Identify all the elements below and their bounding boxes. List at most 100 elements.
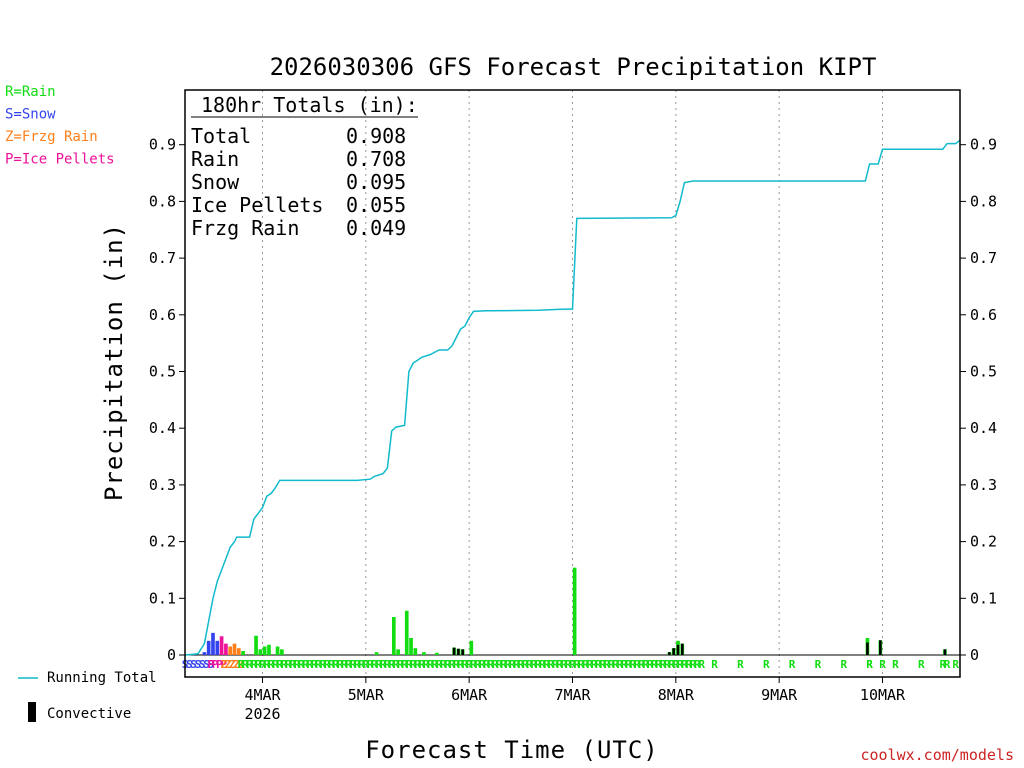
ptype-marker: R — [319, 658, 326, 671]
ptype-marker: R — [595, 658, 602, 671]
ptype-marker: R — [500, 658, 507, 671]
ptype-marker: R — [573, 658, 580, 671]
ptype-marker: R — [259, 658, 266, 671]
convective-bar — [461, 649, 464, 655]
ptype-marker: R — [449, 658, 456, 671]
totals-row-value: 0.049 — [346, 216, 406, 240]
totals-row-label: Frzg Rain — [191, 216, 299, 240]
x-tick-label: 8MAR — [658, 686, 695, 704]
ptype-marker: R — [453, 658, 460, 671]
ptype-marker: R — [492, 658, 499, 671]
ptype-marker: R — [569, 658, 576, 671]
ptype-marker: R — [509, 658, 516, 671]
ptype-marker: R — [268, 658, 275, 671]
ptype-marker: R — [363, 658, 370, 671]
y-tick-label-right: 0.4 — [970, 419, 997, 437]
totals-row-value: 0.708 — [346, 147, 406, 171]
precip-bar — [280, 649, 284, 655]
ptype-marker: R — [354, 658, 361, 671]
ptype-marker: R — [617, 658, 624, 671]
ptype-marker: R — [711, 658, 718, 671]
ptype-marker: R — [263, 658, 270, 671]
precip-bar — [202, 652, 207, 655]
ptype-marker: R — [285, 658, 292, 671]
ptype-marker: R — [530, 658, 537, 671]
y-tick-label-right: 0.7 — [970, 249, 997, 267]
ptype-marker: R — [642, 658, 649, 671]
ptype-marker: R — [638, 658, 645, 671]
ptype-marker: R — [384, 658, 391, 671]
ptype-marker: R — [565, 658, 572, 671]
ptype-marker: R — [668, 658, 675, 671]
ptype-marker: R — [651, 658, 658, 671]
totals-row-value: 0.908 — [346, 124, 406, 148]
ptype-marker: R — [621, 658, 628, 671]
ptype-marker: R — [578, 658, 585, 671]
y-tick-label-right: 0.5 — [970, 363, 997, 381]
precip-bar — [224, 643, 228, 655]
ptype-marker: R — [350, 658, 357, 671]
ptype-marker: R — [418, 658, 425, 671]
y-tick-label: 0.7 — [149, 249, 176, 267]
chart-title: 2026030306 GFS Forecast Precipitation KI… — [270, 53, 877, 81]
precip-bar — [215, 640, 220, 655]
ptype-marker: R — [397, 658, 404, 671]
ptype-marker: R — [561, 658, 568, 671]
precip-bar — [404, 610, 409, 655]
x-tick-label: 6MAR — [451, 686, 488, 704]
ptype-marker: R — [367, 658, 374, 671]
ptype-marker: R — [518, 658, 525, 671]
convective-bar — [672, 648, 675, 655]
ptype-marker: R — [328, 658, 335, 671]
ptype-marker: R — [604, 658, 611, 671]
ptype-marker: R — [255, 658, 262, 671]
y-tick-label: 0.1 — [149, 589, 176, 607]
ptype-marker: R — [311, 658, 318, 671]
plot-frame — [184, 89, 961, 678]
convective-bar — [452, 647, 456, 655]
convective-bar — [681, 643, 684, 655]
ptype-marker: R — [608, 658, 615, 671]
ptype-marker: R — [337, 658, 344, 671]
ptype-marker: R — [457, 658, 464, 671]
convective-bar — [668, 652, 671, 655]
ptype-marker: S — [186, 658, 193, 671]
ptype-marker: R — [431, 658, 438, 671]
ptype-marker: R — [690, 658, 697, 671]
ptype-marker: R — [548, 658, 555, 671]
ptype-marker: R — [677, 658, 684, 671]
ptype-marker: R — [526, 658, 533, 671]
ptype-marker: R — [281, 658, 288, 671]
ptype-marker: R — [358, 658, 365, 671]
ptype-marker: Z — [229, 658, 236, 671]
ptype-marker: R — [673, 658, 680, 671]
ptype-marker: R — [866, 658, 873, 671]
x-tick-label: 4MAR — [244, 686, 281, 704]
precip-bar — [211, 632, 215, 655]
ptype-marker: R — [302, 658, 309, 671]
ptype-marker: R — [298, 658, 305, 671]
ptype-marker: R — [647, 658, 654, 671]
ptype-marker: R — [918, 658, 925, 671]
ptype-marker: R — [406, 658, 413, 671]
y-tick-label: 0.9 — [149, 136, 176, 154]
precip-bar — [275, 646, 280, 655]
totals-row-value: 0.095 — [346, 170, 406, 194]
convective-bar — [879, 640, 882, 655]
ptype-marker: R — [815, 658, 822, 671]
ptype-marker: R — [393, 658, 400, 671]
precip-bar — [435, 652, 439, 655]
ptype-marker: R — [345, 658, 352, 671]
precip-bar — [206, 640, 211, 655]
ptype-marker: R — [681, 658, 688, 671]
ptype-marker: R — [539, 658, 546, 671]
ptype-marker: R — [371, 658, 378, 671]
ptype-marker: R — [944, 658, 951, 671]
totals-row-value: 0.055 — [346, 193, 406, 217]
ptype-marker: R — [552, 658, 559, 671]
ptype-marker: R — [591, 658, 598, 671]
ptype-marker: R — [440, 658, 447, 671]
ptype-marker: R — [660, 658, 667, 671]
precip-bar — [258, 649, 263, 655]
